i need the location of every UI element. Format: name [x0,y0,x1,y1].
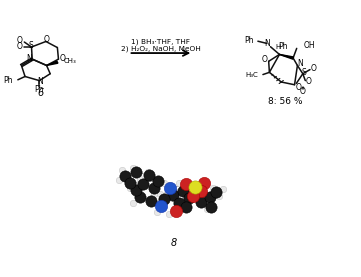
Point [154,209,160,214]
Text: O: O [17,37,23,45]
Point [119,168,125,172]
Text: O: O [17,42,23,52]
Point [190,194,196,198]
Point [174,209,179,213]
Point [181,199,187,203]
Point [201,181,206,186]
Text: O: O [299,87,305,96]
Point [151,186,157,191]
Point [166,183,172,187]
Text: 8: 8 [170,238,177,248]
Point [183,182,188,186]
Point [147,173,152,177]
Polygon shape [47,61,58,65]
Point [186,196,191,201]
Point [140,182,146,186]
Polygon shape [279,55,293,59]
Point [198,189,204,193]
Point [130,201,136,206]
Text: O: O [60,54,66,63]
Text: 2) H₂O₂, NaOH, MeOH: 2) H₂O₂, NaOH, MeOH [121,45,201,52]
Point [186,185,191,190]
Text: O: O [306,77,312,86]
Text: CH₃: CH₃ [63,58,76,64]
Text: S: S [302,68,306,77]
Point [175,206,181,211]
Text: O: O [261,55,267,65]
Point [208,204,214,209]
Text: 6: 6 [38,88,44,98]
Text: O: O [43,35,49,43]
Text: N: N [264,39,270,48]
Point [158,204,164,208]
Point [198,199,204,204]
Text: OH: OH [304,41,316,50]
Point [151,192,157,196]
Point [148,199,154,203]
Text: S: S [29,41,33,50]
Text: H₃C: H₃C [246,72,258,78]
Point [157,192,163,196]
Point [170,193,176,197]
Point [137,194,143,199]
Point [177,201,182,206]
Text: H: H [275,44,280,50]
Point [165,191,170,196]
Point [145,170,151,174]
Point [116,178,122,182]
Text: N: N [297,59,303,68]
Point [220,187,226,191]
Point [166,212,172,216]
Text: Ph: Ph [35,85,44,94]
Point [130,165,136,170]
Text: Ph: Ph [3,76,13,85]
Point [180,189,186,193]
Point [183,204,188,209]
Text: 1) BH₃·THF, THF: 1) BH₃·THF, THF [131,39,190,45]
Text: 8: 56 %: 8: 56 % [268,97,302,106]
Point [210,186,216,191]
Point [204,207,209,211]
Text: O: O [311,64,317,73]
Point [168,186,173,191]
Text: Ph: Ph [278,42,288,52]
Point [177,181,182,186]
Point [133,188,139,192]
Text: O: O [295,83,301,92]
Text: N: N [37,77,43,86]
Point [122,174,128,178]
Point [213,189,219,194]
Text: Ph: Ph [244,36,253,45]
Point [216,194,222,198]
Point [137,177,143,181]
Point [175,189,181,194]
Text: N: N [26,54,31,63]
Point [161,197,167,201]
Point [192,184,197,189]
Point [127,185,132,190]
Point [161,180,167,185]
Point [207,195,213,200]
Point [156,179,161,183]
Point [133,170,139,174]
Point [127,180,132,185]
